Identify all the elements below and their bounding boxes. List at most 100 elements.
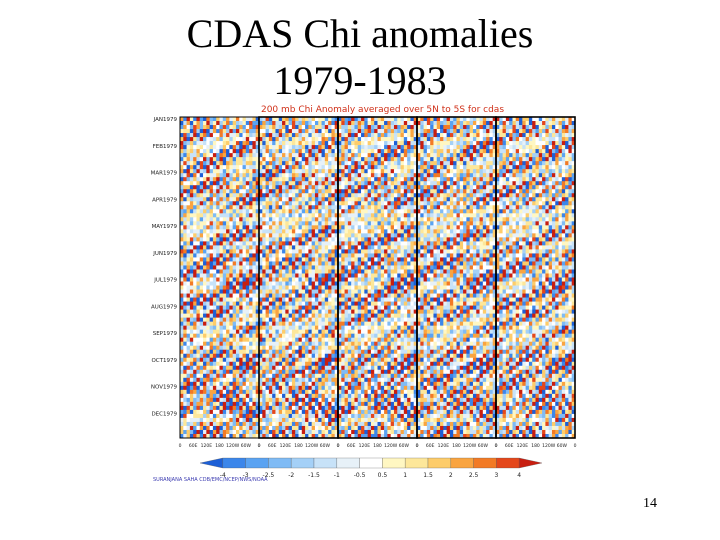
field-cell — [232, 249, 237, 254]
field-cell — [291, 293, 296, 298]
field-cell — [305, 229, 309, 234]
field-cell — [361, 201, 365, 206]
field-cell — [288, 277, 293, 282]
field-cell — [265, 165, 270, 170]
field-cell — [321, 397, 326, 403]
field-cell — [275, 317, 280, 323]
field-cell — [222, 121, 227, 126]
field-cell — [298, 161, 303, 166]
field-cell — [407, 233, 411, 238]
field-cell — [245, 209, 250, 214]
field-cell — [311, 329, 316, 335]
field-cell — [275, 321, 280, 327]
field-cell — [222, 425, 227, 431]
field-cell — [272, 157, 276, 162]
field-cell — [183, 397, 187, 403]
field-cell — [272, 393, 276, 399]
field-cell — [183, 417, 187, 423]
field-cell — [265, 117, 270, 122]
field-cell — [235, 301, 240, 306]
field-cell — [183, 217, 187, 222]
field-cell — [275, 333, 280, 339]
field-cell — [229, 245, 234, 250]
field-cell — [180, 177, 184, 182]
field-cell — [308, 337, 313, 343]
field-cell — [331, 425, 336, 431]
field-cell — [407, 293, 411, 298]
field-cell — [186, 257, 191, 262]
field-cell — [226, 285, 230, 290]
field-cell — [183, 301, 187, 306]
field-cell — [232, 161, 237, 166]
field-cell — [232, 177, 237, 182]
field-cell — [186, 177, 191, 182]
field-cell — [288, 273, 293, 278]
field-cell — [334, 233, 339, 238]
field-cell — [196, 117, 201, 122]
field-cell — [229, 225, 234, 230]
field-cell — [219, 173, 224, 178]
field-cell — [341, 217, 345, 222]
field-cell — [189, 289, 194, 294]
field-cell — [400, 205, 405, 210]
field-cell — [384, 145, 388, 150]
field-cell — [196, 393, 201, 399]
field-cell — [255, 285, 260, 290]
field-cell — [252, 341, 257, 347]
field-cell — [318, 281, 322, 286]
field-cell — [305, 381, 309, 387]
field-cell — [324, 425, 329, 431]
field-cell — [331, 185, 336, 190]
field-cell — [203, 213, 207, 218]
field-cell — [285, 185, 290, 190]
field-cell — [259, 209, 263, 214]
field-cell — [357, 281, 362, 286]
field-cell — [272, 117, 276, 122]
field-cell — [232, 409, 237, 415]
field-cell — [265, 205, 270, 210]
field-cell — [272, 233, 276, 238]
field-cell — [347, 249, 352, 254]
field-cell — [222, 357, 227, 363]
field-cell — [314, 405, 319, 411]
field-cell — [275, 313, 280, 319]
field-cell — [324, 253, 329, 258]
field-cell — [226, 173, 230, 178]
field-cell — [338, 145, 342, 150]
field-cell — [278, 117, 283, 122]
field-cell — [334, 397, 339, 403]
field-cell — [334, 165, 339, 170]
field-cell — [311, 137, 316, 142]
field-cell — [268, 361, 273, 367]
field-cell — [347, 301, 352, 306]
field-cell — [252, 305, 257, 310]
field-cell — [328, 337, 332, 343]
field-cell — [235, 181, 240, 186]
field-cell — [203, 193, 207, 198]
field-cell — [262, 333, 266, 339]
field-cell — [357, 121, 362, 126]
field-cell — [180, 121, 184, 126]
field-cell — [403, 233, 408, 238]
field-cell — [282, 305, 286, 310]
field-cell — [262, 285, 266, 290]
field-cell — [242, 373, 247, 379]
field-cell — [403, 305, 408, 310]
field-cell — [291, 133, 296, 138]
field-cell — [285, 217, 290, 222]
field-cell — [239, 173, 243, 178]
field-cell — [344, 269, 349, 274]
field-cell — [226, 369, 230, 375]
field-cell — [232, 333, 237, 339]
field-cell — [229, 153, 234, 158]
field-cell — [275, 121, 280, 126]
field-cell — [226, 305, 230, 310]
field-cell — [344, 289, 349, 294]
field-cell — [255, 201, 260, 206]
field-cell — [390, 137, 395, 142]
field-cell — [311, 313, 316, 319]
field-cell — [344, 233, 349, 238]
field-cell — [275, 337, 280, 343]
field-cell — [370, 153, 375, 158]
field-cell — [235, 221, 240, 226]
